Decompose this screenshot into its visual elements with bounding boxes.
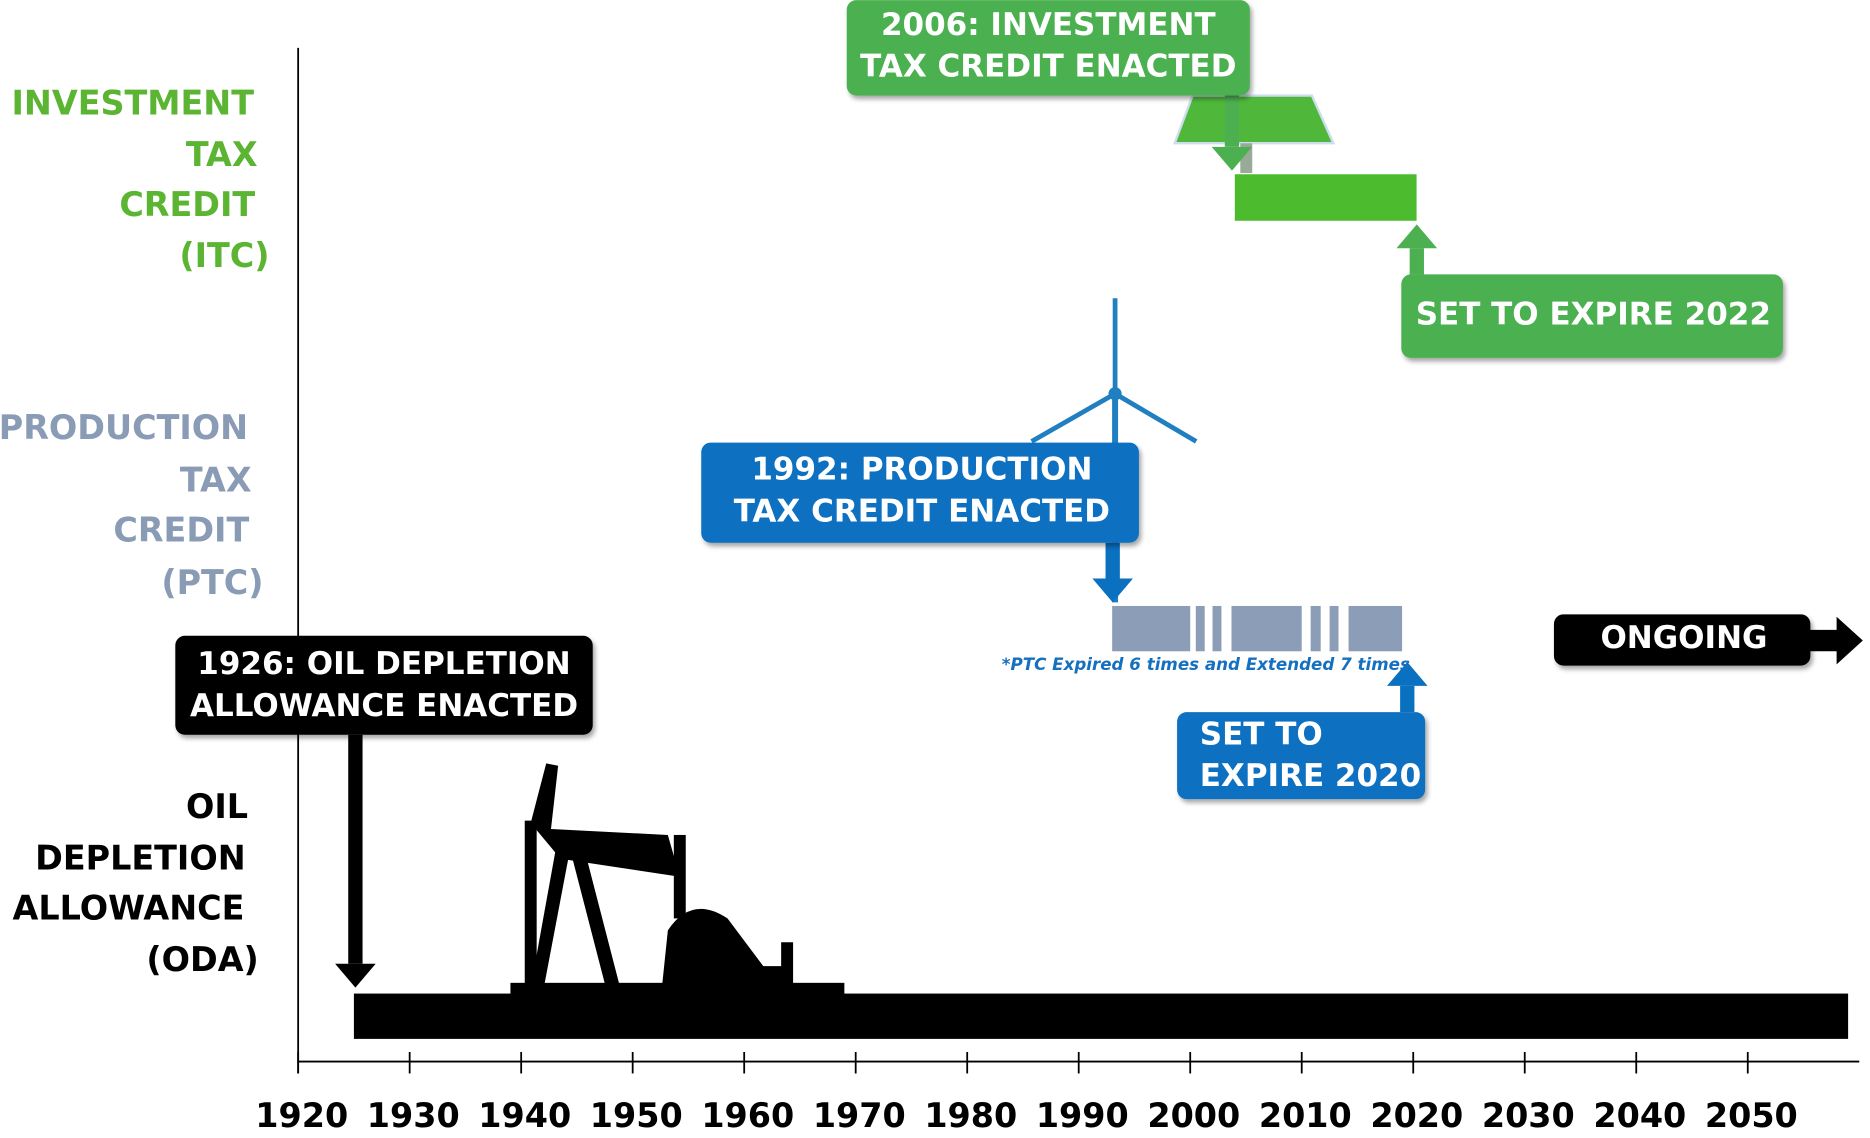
x-tick-label: 1940 — [478, 1096, 571, 1135]
callout-arrow-shaft — [348, 735, 362, 964]
timeline-bar — [1112, 606, 1190, 651]
callout-text: 1992: PRODUCTION — [751, 452, 1092, 488]
callout-arrow-head — [335, 964, 376, 988]
callout-arrow-head — [1397, 224, 1438, 248]
pump-jack-icon — [510, 763, 844, 994]
row-label: (ITC) — [179, 236, 269, 275]
row-label: ALLOWANCE — [13, 889, 245, 928]
row-label: (ODA) — [146, 940, 258, 979]
callout-arrow-shaft — [1410, 248, 1424, 274]
callout-text: SET TO — [1200, 716, 1323, 752]
timeline-bar — [1330, 606, 1339, 651]
callout-text: 1926: OIL DEPLETION — [197, 646, 570, 682]
x-tick-label: 1920 — [255, 1096, 348, 1135]
timeline-bar — [1213, 606, 1222, 651]
timeline-bar — [1231, 606, 1301, 651]
callout-text: TAX CREDIT ENACTED — [734, 493, 1110, 529]
x-tick-label: 1950 — [590, 1096, 683, 1135]
callout-arrow-head — [1092, 579, 1133, 603]
callout-arrow-shaft — [1400, 686, 1414, 712]
x-tick-label: 1970 — [813, 1096, 906, 1135]
callout-text: ONGOING — [1600, 620, 1767, 656]
callout-text: TAX CREDIT ENACTED — [860, 49, 1236, 85]
x-tick-label: 2000 — [1147, 1096, 1240, 1135]
x-tick-label: 2010 — [1259, 1096, 1352, 1135]
x-tick-label: 2050 — [1705, 1096, 1798, 1135]
solar-panel-icon — [1175, 96, 1334, 174]
footnote: *PTC Expired 6 times and Extended 7 time… — [1002, 655, 1410, 674]
chart-layer: 1920 1930 1940 1950 1960 1970 1980 1990 2000 2010… — [0, 0, 1863, 1135]
row-label: CREDIT — [113, 511, 249, 550]
timeline-bar — [354, 994, 1848, 1039]
x-tick-label: 1930 — [367, 1096, 460, 1135]
callout-text: ALLOWANCE ENACTED — [190, 688, 578, 724]
row-label: PRODUCTION — [0, 408, 248, 447]
timeline-bar — [1349, 606, 1403, 651]
callout-text: SET TO EXPIRE 2022 — [1416, 297, 1771, 333]
callout-arrow-shaft — [1225, 96, 1239, 147]
row-label: TAX — [180, 460, 252, 499]
x-tick-label: 2030 — [1482, 1096, 1575, 1135]
callout-arrow-shaft — [1106, 543, 1120, 579]
row-label: TAX — [186, 135, 258, 174]
timeline-bar — [1311, 606, 1321, 651]
row-label: DEPLETION — [35, 838, 246, 877]
callout-text: EXPIRE 2020 — [1200, 758, 1421, 794]
ongoing-arrow — [1807, 617, 1863, 665]
callout-text: 2006: INVESTMENT — [881, 7, 1216, 43]
row-label: INVESTMENT — [12, 84, 255, 123]
timeline-bar — [1235, 174, 1417, 221]
x-tick-label: 1980 — [924, 1096, 1017, 1135]
x-tick-label: 2020 — [1370, 1096, 1463, 1135]
x-tick-label: 2040 — [1593, 1096, 1686, 1135]
timeline-bar — [1196, 606, 1205, 651]
row-label: CREDIT — [119, 185, 255, 224]
chart: 1920 1930 1940 1950 1960 1970 1980 1990 2000 2010… — [0, 0, 1870, 1138]
x-tick-label: 1990 — [1036, 1096, 1129, 1135]
x-tick-label: 1960 — [701, 1096, 794, 1135]
row-label: OIL — [186, 787, 248, 826]
row-label: (PTC) — [161, 563, 263, 602]
